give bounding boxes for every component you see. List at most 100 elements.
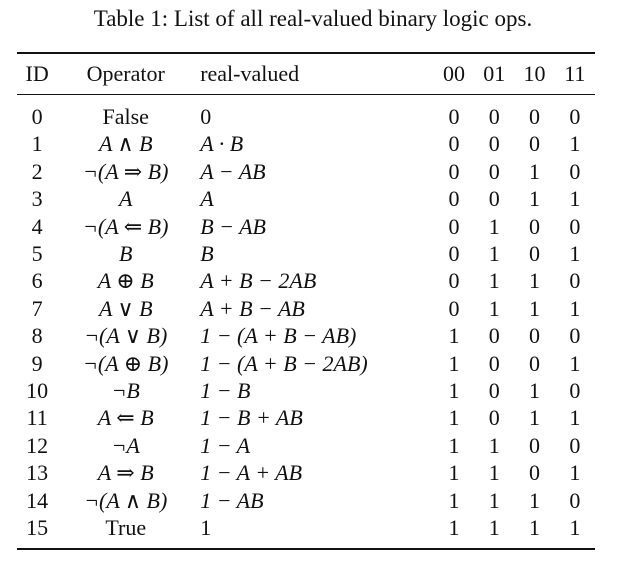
cell-operator: A (119, 186, 133, 212)
cell-id: 9 (31, 350, 43, 376)
cell-real-valued: 1 − B + AB (200, 405, 303, 431)
cell-operator: ¬(A ⇒ B) (83, 158, 169, 184)
cell-id: 6 (31, 268, 43, 294)
cell-id: 8 (31, 323, 43, 349)
cell-id: 13 (26, 460, 49, 486)
cell-bit-00: 0 (448, 213, 460, 239)
cell-id: 5 (31, 241, 43, 267)
header-00: 00 (442, 61, 465, 86)
cell-bit-10: 0 (529, 104, 541, 129)
cell-real-valued: 1 − (A + B − AB) (200, 323, 357, 349)
cell-operator: ¬A (111, 432, 140, 458)
cell-operator: True (105, 515, 147, 541)
cell-bit-01: 0 (488, 378, 500, 404)
cell-bit-11: 0 (569, 378, 581, 404)
cell-bit-11: 1 (569, 241, 581, 267)
cell-bit-01: 1 (488, 432, 500, 458)
cell-operator: A ⇐ B (97, 405, 154, 431)
cell-id: 10 (26, 378, 49, 404)
cell-bit-10: 1 (529, 487, 541, 513)
cell-real-valued: A − AB (200, 158, 266, 184)
cell-bit-10: 1 (529, 515, 541, 541)
cell-bit-11: 0 (569, 323, 581, 349)
cell-bit-11: 1 (569, 295, 581, 321)
cell-id: 2 (31, 158, 43, 184)
cell-operator: ¬(A ∧ B) (84, 487, 168, 513)
cell-bit-11: 0 (569, 158, 581, 184)
cell-id: 15 (26, 515, 49, 541)
cell-operator: ¬(A ⇐ B) (83, 213, 169, 239)
table-caption: Table 1: List of all real-valued binary … (93, 6, 533, 31)
cell-bit-00: 1 (448, 460, 460, 486)
header-11: 11 (564, 61, 586, 86)
cell-bit-11: 1 (569, 186, 581, 212)
cell-bit-01: 0 (488, 186, 500, 212)
table-row: 13 A ⇒ B 1 − A + AB 1 1 0 1 (17, 459, 595, 486)
table-row: 4 ¬(A ⇐ B) B − AB 0 1 0 0 (17, 213, 595, 240)
table-row: 15 True 1 1 1 1 1 (17, 514, 595, 549)
cell-operator: ¬(A ⊕ B) (83, 350, 169, 376)
cell-operator: A ⊕ B (97, 268, 154, 294)
cell-real-valued: B − AB (200, 213, 266, 239)
cell-real-valued: 1 − B (200, 378, 251, 404)
table-row: 14 ¬(A ∧ B) 1 − AB 1 1 1 0 (17, 487, 595, 514)
cell-bit-01: 0 (488, 158, 500, 184)
cell-bit-10: 0 (529, 131, 541, 157)
header-01: 01 (483, 61, 506, 86)
cell-bit-10: 0 (529, 213, 541, 239)
cell-bit-01: 0 (488, 350, 500, 376)
cell-bit-11: 1 (569, 460, 581, 486)
cell-real-valued: 1 − (A + B − 2AB) (200, 350, 368, 376)
cell-real-valued: 1 − A (200, 432, 251, 458)
cell-bit-11: 0 (569, 104, 581, 129)
cell-id: 12 (26, 432, 49, 458)
cell-bit-10: 1 (529, 186, 541, 212)
cell-bit-10: 1 (529, 405, 541, 431)
cell-bit-10: 0 (529, 323, 541, 349)
cell-bit-01: 1 (488, 213, 500, 239)
logic-ops-table: ID Operator real-valued 00 01 10 11 0 Fal… (17, 52, 595, 550)
cell-operator: False (102, 104, 149, 129)
cell-operator: A ⇒ B (97, 460, 154, 486)
cell-bit-00: 1 (448, 515, 460, 541)
cell-bit-10: 0 (529, 432, 541, 458)
cell-id: 1 (31, 131, 43, 157)
cell-operator: ¬(A ∨ B) (84, 323, 168, 349)
table-row: 1 A ∧ B A · B 0 0 0 1 (17, 130, 595, 157)
cell-bit-00: 1 (448, 487, 460, 513)
table-row: 12 ¬A 1 − A 1 1 0 0 (17, 432, 595, 459)
table-row: 5 B B 0 1 0 1 (17, 240, 595, 267)
cell-bit-11: 0 (569, 213, 581, 239)
cell-id: 4 (31, 213, 43, 239)
cell-real-valued: 1 − A + AB (200, 460, 303, 486)
cell-real-valued: 1 − AB (200, 487, 264, 513)
header-operator: Operator (86, 61, 165, 86)
cell-bit-10: 1 (529, 378, 541, 404)
cell-real-valued: A (200, 186, 214, 212)
header-10: 10 (523, 61, 546, 86)
cell-bit-00: 0 (448, 241, 460, 267)
table-row: 6 A ⊕ B A + B − 2AB 0 1 1 0 (17, 267, 595, 294)
cell-real-valued: A + B − 2AB (200, 268, 317, 294)
cell-bit-01: 1 (488, 487, 500, 513)
table-row: 2 ¬(A ⇒ B) A − AB 0 0 1 0 (17, 158, 595, 185)
cell-bit-00: 0 (448, 131, 460, 157)
cell-bit-11: 1 (569, 515, 581, 541)
table-row: 7 A ∨ B A + B − AB 0 1 1 1 (17, 295, 595, 322)
cell-bit-11: 1 (569, 131, 581, 157)
cell-bit-00: 1 (448, 378, 460, 404)
cell-bit-10: 1 (529, 295, 541, 321)
cell-bit-10: 1 (529, 268, 541, 294)
cell-bit-01: 1 (488, 460, 500, 486)
cell-bit-00: 1 (448, 350, 460, 376)
cell-bit-01: 1 (488, 295, 500, 321)
cell-real-valued: B (200, 241, 214, 267)
cell-bit-01: 0 (488, 405, 500, 431)
cell-bit-10: 0 (529, 241, 541, 267)
table-row: 8 ¬(A ∨ B) 1 − (A + B − AB) 1 0 0 0 (17, 322, 595, 349)
cell-operator: ¬B (111, 378, 140, 404)
cell-id: 11 (26, 405, 48, 431)
